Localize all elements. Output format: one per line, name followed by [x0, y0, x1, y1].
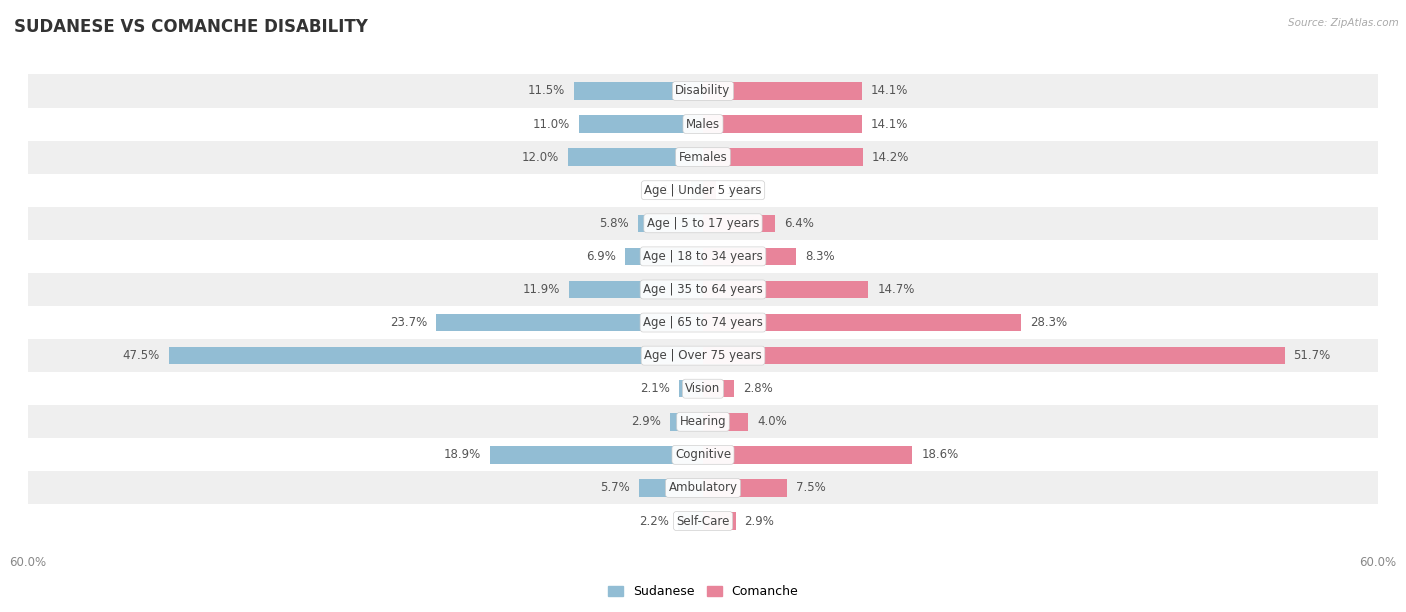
Bar: [491, 446, 703, 464]
Text: Self-Care: Self-Care: [676, 515, 730, 528]
Bar: [638, 479, 703, 497]
Bar: [671, 413, 703, 431]
Text: SUDANESE VS COMANCHE DISABILITY: SUDANESE VS COMANCHE DISABILITY: [14, 18, 368, 36]
Text: 51.7%: 51.7%: [1294, 349, 1330, 362]
Text: Ambulatory: Ambulatory: [668, 482, 738, 494]
Text: Age | Over 75 years: Age | Over 75 years: [644, 349, 762, 362]
Bar: [28, 75, 1378, 108]
Bar: [28, 504, 1378, 537]
Text: 2.8%: 2.8%: [744, 382, 773, 395]
Bar: [703, 314, 1021, 331]
Text: Females: Females: [679, 151, 727, 163]
Bar: [703, 248, 796, 265]
Bar: [28, 207, 1378, 240]
Bar: [703, 413, 748, 431]
Bar: [678, 512, 703, 530]
Bar: [568, 148, 703, 166]
Text: Vision: Vision: [685, 382, 721, 395]
Text: 23.7%: 23.7%: [391, 316, 427, 329]
Text: Source: ZipAtlas.com: Source: ZipAtlas.com: [1288, 18, 1399, 28]
Text: 14.2%: 14.2%: [872, 151, 910, 163]
Bar: [28, 108, 1378, 141]
Text: 2.2%: 2.2%: [640, 515, 669, 528]
Bar: [703, 479, 787, 497]
Bar: [28, 438, 1378, 471]
Text: 2.1%: 2.1%: [641, 382, 671, 395]
Bar: [28, 174, 1378, 207]
Text: Cognitive: Cognitive: [675, 449, 731, 461]
Bar: [28, 405, 1378, 438]
Bar: [626, 248, 703, 265]
Bar: [28, 306, 1378, 339]
Bar: [703, 347, 1285, 364]
Text: 6.9%: 6.9%: [586, 250, 616, 263]
Bar: [28, 273, 1378, 306]
Text: 1.2%: 1.2%: [725, 184, 755, 196]
Text: 47.5%: 47.5%: [122, 349, 160, 362]
Legend: Sudanese, Comanche: Sudanese, Comanche: [603, 580, 803, 603]
Text: 28.3%: 28.3%: [1031, 316, 1067, 329]
Text: 7.5%: 7.5%: [796, 482, 827, 494]
Bar: [703, 82, 862, 100]
Bar: [28, 339, 1378, 372]
Text: 5.7%: 5.7%: [600, 482, 630, 494]
Text: 14.1%: 14.1%: [870, 84, 908, 97]
Bar: [703, 512, 735, 530]
Bar: [703, 115, 862, 133]
Text: 2.9%: 2.9%: [745, 515, 775, 528]
Bar: [574, 82, 703, 100]
Text: 18.6%: 18.6%: [921, 449, 959, 461]
Bar: [703, 380, 734, 397]
Text: 2.9%: 2.9%: [631, 416, 661, 428]
Bar: [703, 215, 775, 232]
Text: 8.3%: 8.3%: [806, 250, 835, 263]
Bar: [703, 148, 863, 166]
Text: Age | 35 to 64 years: Age | 35 to 64 years: [643, 283, 763, 296]
Text: 18.9%: 18.9%: [444, 449, 481, 461]
Text: Hearing: Hearing: [679, 416, 727, 428]
Text: 6.4%: 6.4%: [785, 217, 814, 230]
Bar: [28, 141, 1378, 174]
Bar: [28, 240, 1378, 273]
Bar: [690, 181, 703, 199]
Bar: [28, 372, 1378, 405]
Bar: [569, 281, 703, 298]
Text: 11.5%: 11.5%: [527, 84, 565, 97]
Bar: [703, 281, 869, 298]
Text: 14.1%: 14.1%: [870, 118, 908, 130]
Bar: [436, 314, 703, 331]
Bar: [703, 181, 717, 199]
Bar: [638, 215, 703, 232]
Bar: [703, 446, 912, 464]
Text: 11.9%: 11.9%: [523, 283, 560, 296]
Text: 14.7%: 14.7%: [877, 283, 915, 296]
Text: Age | 18 to 34 years: Age | 18 to 34 years: [643, 250, 763, 263]
Text: 4.0%: 4.0%: [756, 416, 787, 428]
Bar: [579, 115, 703, 133]
Text: 11.0%: 11.0%: [533, 118, 571, 130]
Bar: [28, 471, 1378, 504]
Text: Age | 65 to 74 years: Age | 65 to 74 years: [643, 316, 763, 329]
Text: Age | 5 to 17 years: Age | 5 to 17 years: [647, 217, 759, 230]
Text: 5.8%: 5.8%: [599, 217, 628, 230]
Text: 1.1%: 1.1%: [652, 184, 682, 196]
Text: Males: Males: [686, 118, 720, 130]
Text: Age | Under 5 years: Age | Under 5 years: [644, 184, 762, 196]
Bar: [169, 347, 703, 364]
Text: 12.0%: 12.0%: [522, 151, 560, 163]
Text: Disability: Disability: [675, 84, 731, 97]
Bar: [679, 380, 703, 397]
